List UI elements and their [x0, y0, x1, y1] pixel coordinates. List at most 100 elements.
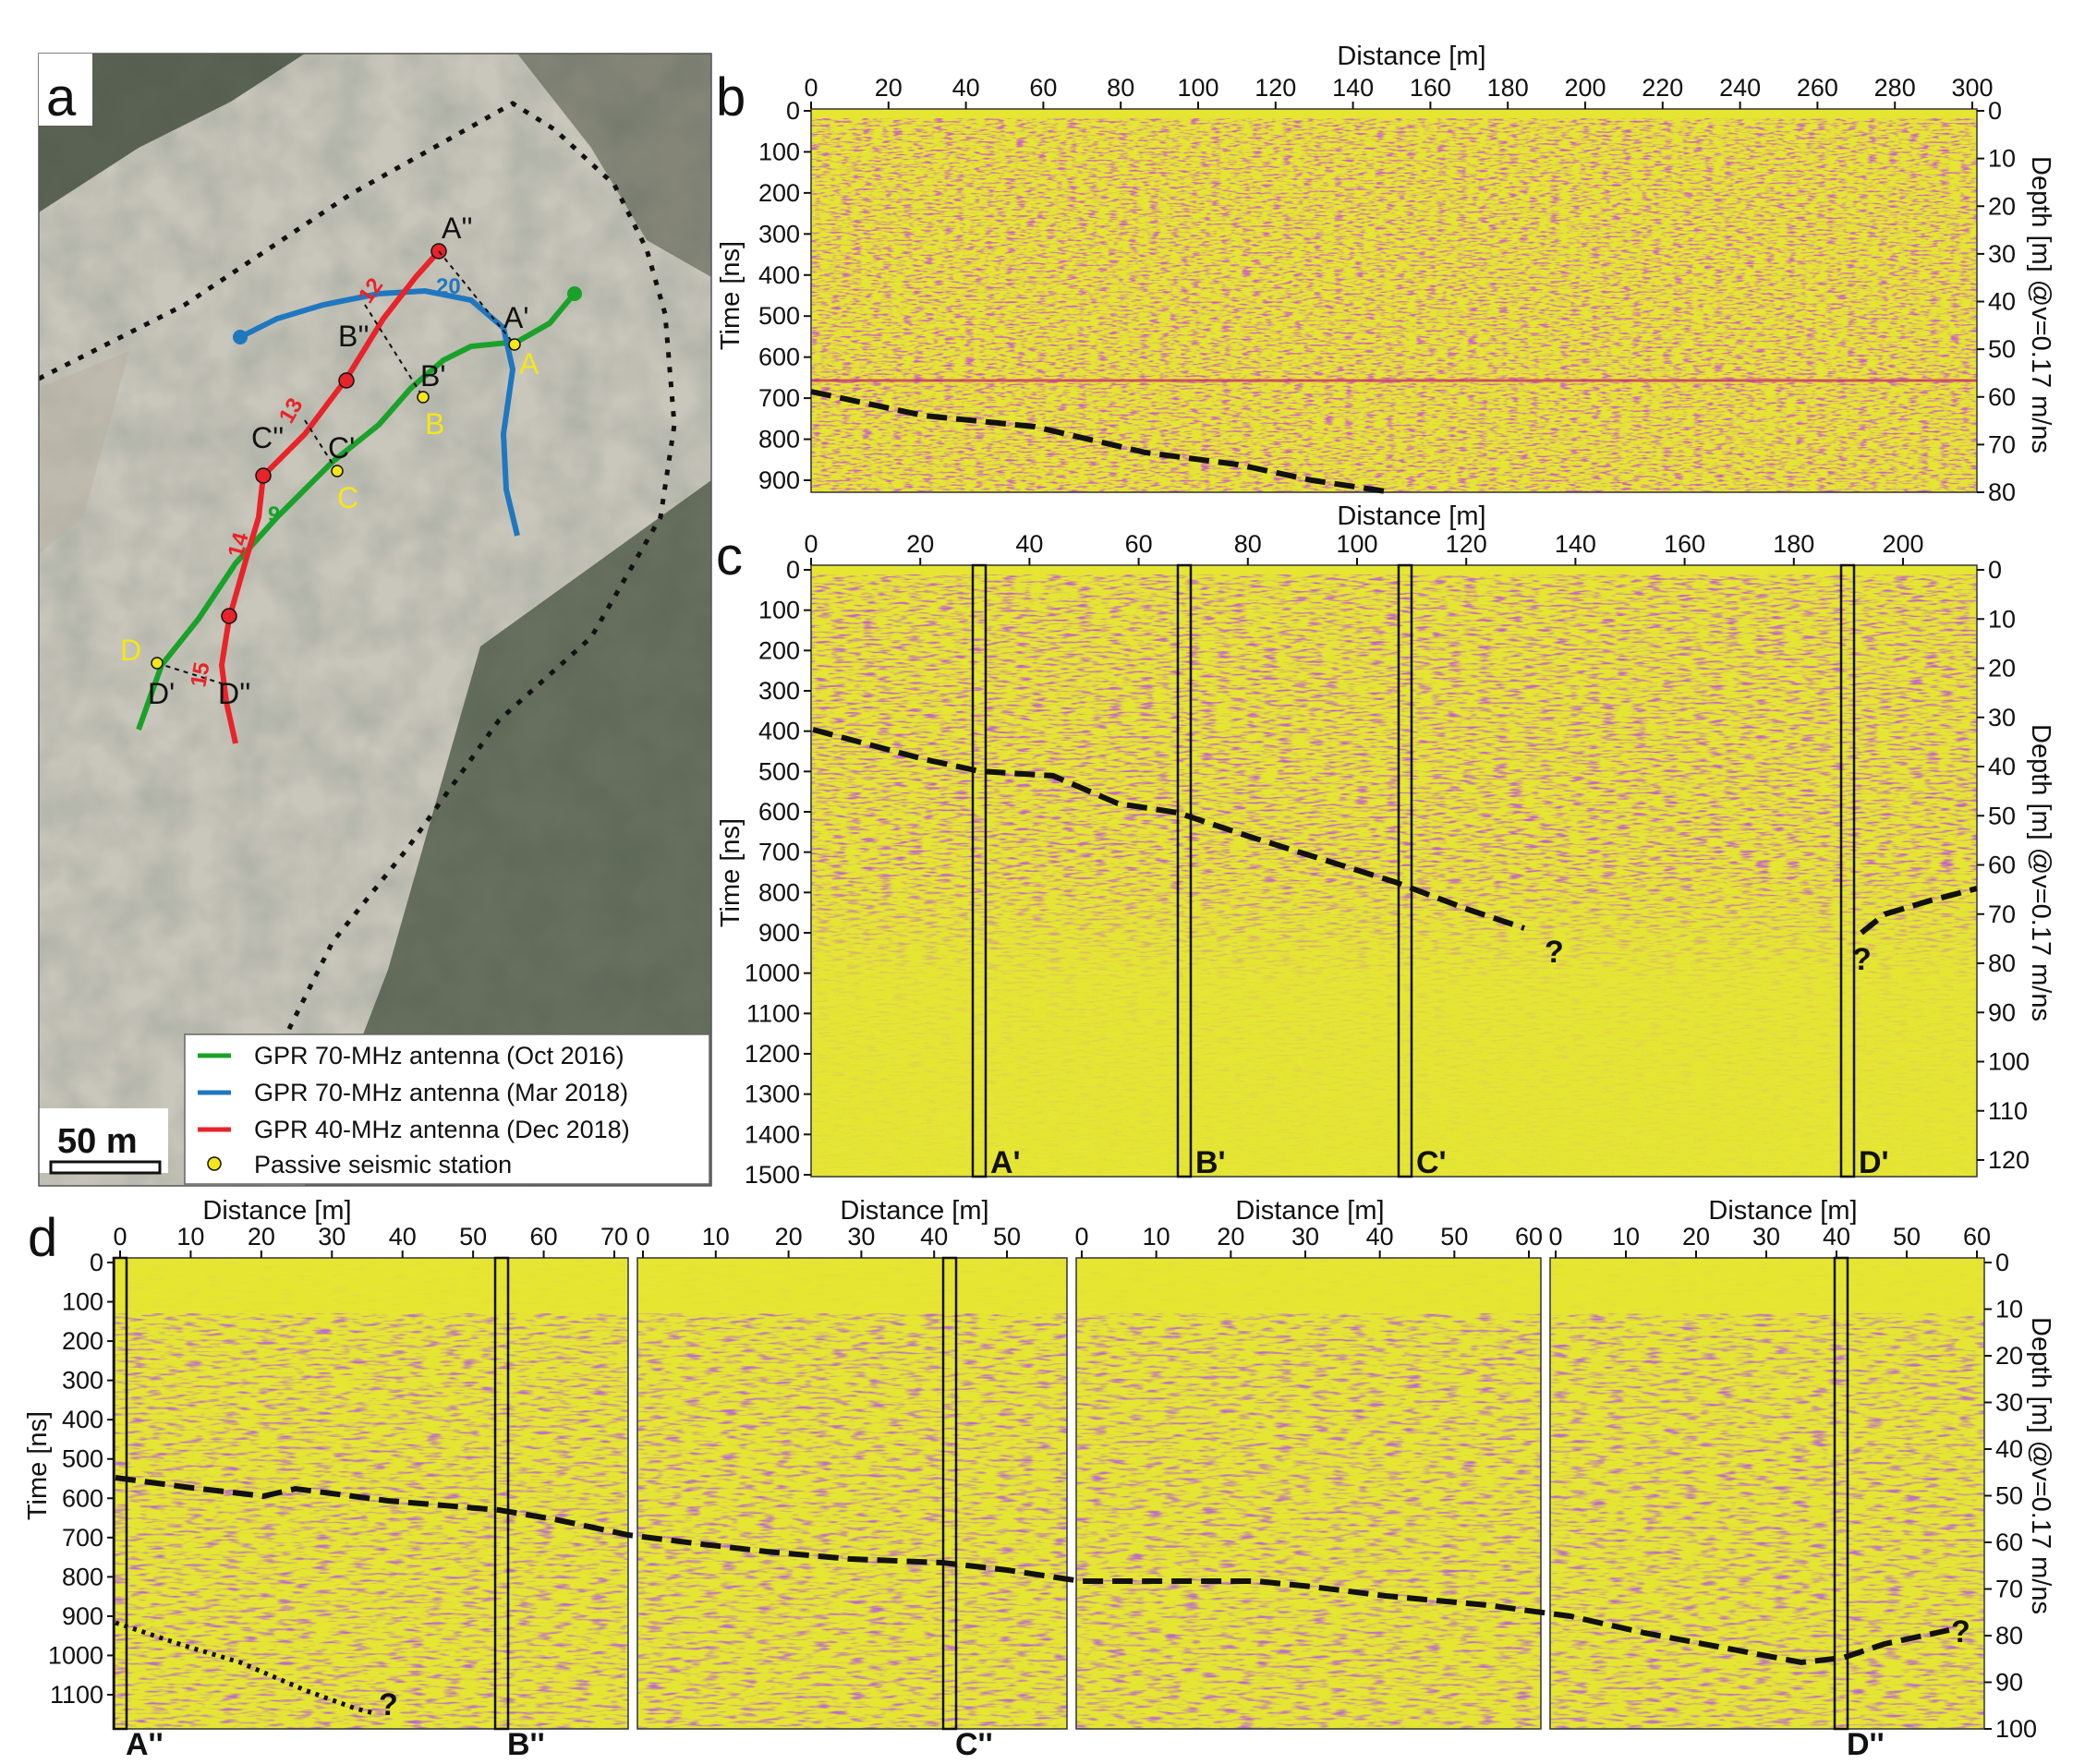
b-x-tick-label: 20	[875, 74, 903, 102]
line-number: 15	[186, 660, 214, 689]
c-y2-tick-label: 90	[1988, 998, 2016, 1026]
d-seg2-x-tick-label: 50	[993, 1223, 1021, 1251]
d-segment-frame	[636, 1257, 1068, 1730]
b-y2-tick-label: 80	[1988, 478, 2016, 506]
c-marker-label: D'	[1859, 1145, 1889, 1180]
map-label-c: C	[337, 481, 358, 514]
b-y-tick-label: 700	[758, 384, 800, 412]
gpr-dec-2018-nodes	[221, 243, 447, 624]
b-y2-tick-label: 30	[1988, 240, 2016, 268]
d-seg1-x-tick-label: 50	[459, 1223, 487, 1251]
d-y2-tick-label: 40	[1995, 1435, 2023, 1463]
c-x-tick-label: 120	[1446, 530, 1487, 558]
d-seg3-x-tick-label: 20	[1217, 1223, 1244, 1251]
d-seg1-x-tick-label: 0	[113, 1223, 127, 1251]
panel-label-a: a	[46, 67, 77, 127]
d-seg2-x-tick-label: 30	[847, 1223, 875, 1251]
map-label-d1: D'	[148, 677, 175, 710]
c-x-tick-label: 160	[1664, 530, 1705, 558]
d-marker-box	[941, 1256, 958, 1731]
radargram-d	[114, 1257, 1985, 1730]
c-y-tick-label: 600	[758, 798, 800, 826]
b-x-tick-label: 200	[1564, 74, 1606, 102]
c-y-tick-label: 800	[758, 878, 800, 906]
d-marker-label: B''	[507, 1727, 545, 1762]
b-y-tick-label: 900	[758, 466, 800, 494]
c-marker-box	[1176, 563, 1193, 1178]
rockglacier-boundary	[39, 101, 677, 1186]
gpr-line-mar-2018-endpoint	[233, 330, 248, 344]
d-y2-tick-label: 30	[1995, 1389, 2023, 1417]
d-seg4-x-tick-label: 0	[1548, 1223, 1562, 1251]
d-seg2-x-tick-label: 10	[702, 1223, 730, 1251]
forest-bottom-right	[305, 480, 711, 1186]
c-x-tick-label: 40	[1015, 530, 1043, 558]
c-y-tick-label: 900	[758, 919, 800, 947]
c-y2-tick-label: 20	[1988, 655, 2016, 683]
b-x-tick-label: 160	[1410, 74, 1451, 102]
d-uncertain-2: ?	[1951, 1614, 1970, 1649]
d-y2-tick-label: 10	[1995, 1296, 2023, 1323]
d-seg1-x-tick-label: 10	[176, 1223, 204, 1251]
map-panel: A'' A' A B'' B' B C'' C' C D D' D'' 12 2…	[39, 54, 711, 1186]
d-xlabel-1: Distance [m]	[202, 1196, 351, 1226]
d-segment-speckle	[1076, 1258, 1541, 1729]
d-y-tick-label: 200	[62, 1327, 103, 1355]
c-y-tick-label: 100	[758, 597, 800, 624]
c-marker-box	[1397, 563, 1413, 1178]
legend-item: GPR 70-MHz antenna (Oct 2016)	[254, 1042, 624, 1069]
c-x-tick-label: 20	[906, 530, 934, 558]
d-segment-top	[1076, 1258, 1541, 1313]
map-label-b1: B'	[420, 359, 445, 393]
d-seg3-x-tick-label: 50	[1440, 1223, 1468, 1251]
legend-item: Passive seismic station	[254, 1151, 512, 1178]
c-y2-tick-label: 60	[1988, 852, 2016, 879]
d-y2-tick-label: 20	[1995, 1342, 2023, 1370]
d-seg4-x-tick-label: 60	[1963, 1223, 1991, 1251]
d-seg4-x-tick-label: 40	[1823, 1223, 1850, 1251]
d-segment-frame	[1075, 1257, 1542, 1730]
b-y2-tick-label: 70	[1988, 430, 2016, 458]
c-y-tick-label: 700	[758, 839, 800, 866]
d-seg4-x-tick-label: 10	[1612, 1223, 1640, 1251]
b-y2-tick-label: 20	[1988, 192, 2016, 220]
d-y-tick-label: 400	[62, 1406, 103, 1433]
d-marker-label: A''	[126, 1727, 164, 1762]
d-y-tick-label: 500	[62, 1445, 103, 1473]
d-seg4-x-tick-label: 30	[1752, 1223, 1780, 1251]
map-label-a2: A''	[442, 211, 473, 245]
interpreted-reflector-c-end	[1860, 886, 1978, 936]
c-x-tick-label: 0	[804, 530, 818, 558]
d-y-tick-label: 300	[62, 1367, 103, 1395]
d-marker-label: C''	[955, 1727, 993, 1762]
c-marker-label: B'	[1195, 1145, 1226, 1180]
d-y-tick-label: 600	[62, 1484, 103, 1512]
c-marker-label: A'	[990, 1145, 1021, 1180]
c-y2-tick-label: 0	[1988, 556, 2002, 584]
interpreted-reflector-d	[115, 1475, 1950, 1666]
d-seg2-x-tick-label: 0	[636, 1223, 649, 1251]
map-label-b2: B''	[338, 320, 370, 353]
c-y-tick-label: 1000	[745, 960, 800, 987]
c-xlabel: Distance [m]	[1337, 501, 1485, 531]
b-x-tick-label: 140	[1332, 74, 1374, 102]
d-y-tick-label: 1100	[50, 1681, 103, 1709]
b-x-tick-label: 220	[1642, 74, 1683, 102]
d-y2-tick-label: 60	[1995, 1528, 2023, 1556]
d-y-tick-label: 800	[62, 1563, 103, 1590]
panel-label-b: b	[716, 67, 745, 127]
d-marker-label: D''	[1847, 1727, 1885, 1762]
gpr-line-dec-2018	[218, 249, 442, 744]
c-y-tick-label: 500	[758, 757, 800, 785]
c-y-tick-label: 0	[786, 556, 800, 584]
b-y-tick-label: 400	[758, 261, 800, 289]
d-seg4-x-tick-label: 20	[1682, 1223, 1710, 1251]
b-xlabel: Distance [m]	[1337, 42, 1485, 71]
b-x-tick-label: 80	[1107, 74, 1134, 102]
c-y2label: Depth [m] @v=0.17 m/ns	[2026, 724, 2055, 1021]
d-seg3-x-tick-label: 40	[1366, 1223, 1394, 1251]
b-y2label: Depth [m] @v=0.17 m/ns	[2026, 156, 2055, 453]
c-ticks: 0 20 40 60 80 100 120 140 160 180 2000100200300400…	[745, 530, 2030, 1189]
c-y2-tick-label: 70	[1988, 900, 2016, 928]
b-x-tick-label: 260	[1797, 74, 1838, 102]
